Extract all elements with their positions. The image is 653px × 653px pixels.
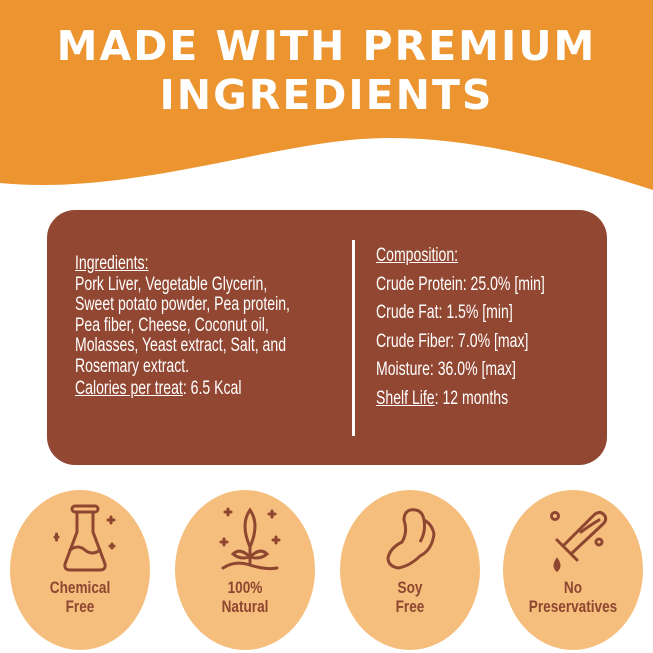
- badge-label-line2: Free: [65, 597, 95, 616]
- calories-value: : 6.5 Kcal: [182, 378, 242, 399]
- calories-label: Calories per treat: [75, 378, 183, 399]
- nutrition-panel: Ingredients: Pork Liver, Vegetable Glyce…: [47, 210, 607, 465]
- soybean-icon: [386, 508, 436, 570]
- ingredient-line: Rosemary extract.: [75, 355, 190, 377]
- badge-label-line1: 100%: [227, 578, 263, 597]
- composition-section: Composition: Crude Protein: 25.0% [min] …: [376, 242, 545, 413]
- badge-label: Chemical Free: [24, 578, 136, 616]
- page-title-line2: INGREDIENTS: [159, 71, 494, 119]
- shelf-life-value: : 12 months: [434, 387, 509, 409]
- ingredient-line: Molasses, Yeast extract, Salt, and: [75, 335, 287, 356]
- composition-item: Moisture: 36.0% [max]: [376, 359, 516, 380]
- badge-chemical-free: Chemical Free: [10, 490, 150, 650]
- composition-heading: Composition:: [376, 245, 459, 266]
- badge-no-preservatives: No Preservatives: [503, 490, 643, 650]
- badge-label-line2: Natural: [221, 597, 269, 616]
- badge-label-line2: Preservatives: [528, 597, 618, 616]
- page-title-line1: MADE WITH PREMIUM: [56, 22, 597, 70]
- badge-label: 100% Natural: [189, 578, 301, 616]
- sprout-icon: [219, 507, 281, 571]
- badge-label-line1: Soy: [397, 578, 423, 597]
- ingredient-line: Pea fiber, Cheese, Coconut oil,: [75, 314, 269, 336]
- badge-label-line1: Chemical: [49, 578, 111, 597]
- composition-item: Crude Protein: 25.0% [min]: [376, 273, 545, 295]
- composition-item: Crude Fat: 1.5% [min]: [376, 302, 513, 323]
- badge-label-line2: Free: [395, 597, 425, 616]
- ingredient-line: Sweet potato powder, Pea protein,: [75, 294, 290, 315]
- test-tube-icon: [550, 510, 608, 573]
- ingredients-heading: Ingredients:: [75, 253, 149, 274]
- header-wave: [0, 0, 653, 190]
- composition-item: Crude Fiber: 7.0% [max]: [376, 330, 529, 352]
- ingredient-line: Pork Liver, Vegetable Glycerin,: [75, 273, 268, 295]
- ingredients-section: Ingredients: Pork Liver, Vegetable Glyce…: [75, 253, 290, 400]
- badge-label: Soy Free: [354, 578, 466, 616]
- badge-100-natural: 100% Natural: [175, 490, 315, 650]
- badge-label: No Preservatives: [517, 578, 629, 616]
- badge-label-line1: No: [563, 578, 583, 597]
- shelf-life-label: Shelf Life: [376, 387, 435, 409]
- flask-icon: [53, 504, 116, 572]
- badge-soy-free: Soy Free: [340, 490, 480, 650]
- column-divider: [352, 240, 355, 436]
